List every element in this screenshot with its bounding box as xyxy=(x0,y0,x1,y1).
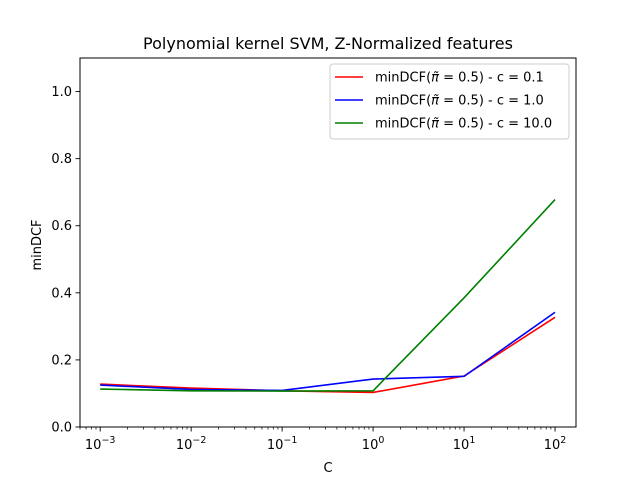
x-tick-label-4: 101 xyxy=(453,435,476,453)
x-axis-label: C xyxy=(323,461,332,476)
series-line-0 xyxy=(100,316,556,394)
x-tick-label-0: 10−3 xyxy=(85,435,116,453)
legend-label-2: minDCF(π̃ = 0.5) - c = 10.0 xyxy=(375,117,552,132)
legend-box xyxy=(329,63,570,140)
y-tick-label-0: 0.0 xyxy=(51,421,72,436)
y-tick-label-4: 0.8 xyxy=(51,152,72,167)
axes-frame xyxy=(79,57,577,428)
plot-area: 10−3 10−2 10−1 100 101 102 0.0 0.2 0.4 0.6 0.8 1.0 xyxy=(51,57,577,453)
series-line-1 xyxy=(100,311,556,392)
y-tick-label-1: 0.2 xyxy=(51,353,72,368)
x-tick-label-5: 102 xyxy=(544,435,567,453)
chart-title: Polynomial kernel SVM, Z-Normalized feat… xyxy=(143,34,513,53)
x-tick-label-3: 100 xyxy=(362,435,385,453)
legend: minDCF(π̃ = 0.5) - c = 0.1 minDCF(π̃ = 0.… xyxy=(329,63,570,140)
legend-label-0: minDCF(π̃ = 0.5) - c = 0.1 xyxy=(375,71,544,86)
series-line-2 xyxy=(100,199,556,392)
legend-label-1: minDCF(π̃ = 0.5) - c = 1.0 xyxy=(375,94,544,109)
x-tick-label-2: 10−1 xyxy=(267,435,298,453)
y-tick-label-3: 0.6 xyxy=(51,219,72,234)
y-axis-label: minDCF xyxy=(30,219,45,270)
y-tick-label-2: 0.4 xyxy=(51,286,72,301)
x-tick-label-1: 10−2 xyxy=(176,435,207,453)
y-tick-label-5: 1.0 xyxy=(51,85,72,100)
